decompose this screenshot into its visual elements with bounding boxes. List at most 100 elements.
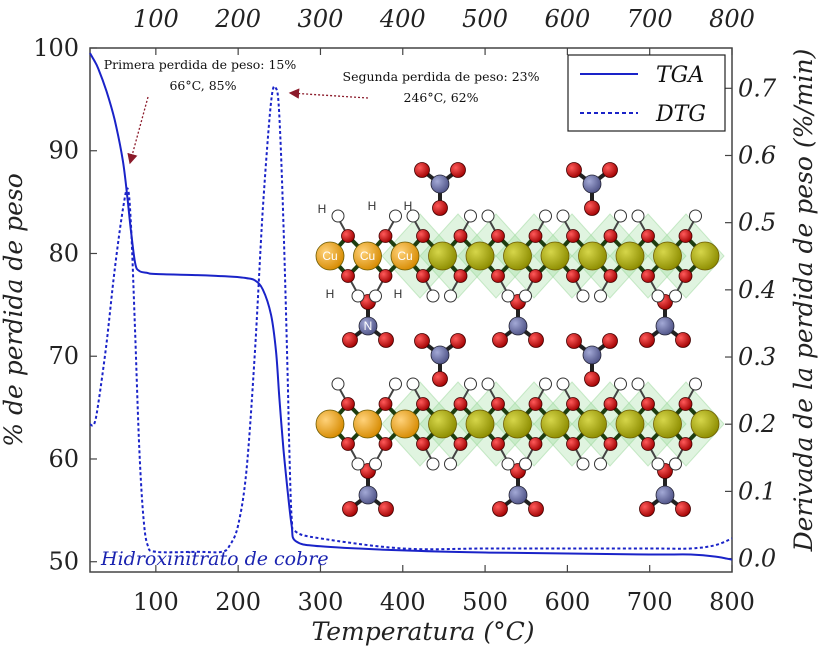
- oxygen-atom: [641, 437, 655, 451]
- copper-atom: [615, 241, 645, 271]
- copper-atom: [428, 409, 457, 439]
- copper-atom: [503, 409, 532, 439]
- x-top-tick-label: 700: [627, 5, 673, 33]
- oxygen-atom: [341, 437, 355, 451]
- oxygen-atom: [678, 437, 693, 451]
- oxygen-atom: [675, 332, 691, 348]
- atom-label-n: N: [364, 319, 373, 333]
- nitrogen-atom: [582, 345, 602, 365]
- octahedron-shape: [647, 213, 725, 299]
- copper-atom: [353, 409, 382, 439]
- copper-atom: [465, 409, 495, 439]
- legend: TGA DTG: [567, 54, 726, 132]
- copper-atom: [653, 409, 682, 439]
- annotation-first-loss: Primera perdida de peso: 15% 66°C, 85%: [104, 57, 297, 165]
- y-right-tick-label: 0.1: [738, 477, 776, 505]
- copper-atom: [540, 409, 570, 439]
- x-top-tick-label: 100: [133, 5, 179, 33]
- atom-label-cu: Cu: [322, 249, 337, 263]
- hydrogen-atom: [689, 377, 702, 391]
- x-top-tick-label: 200: [214, 5, 261, 33]
- atom-label-h: H: [368, 199, 377, 213]
- hydrogen-atom: [651, 289, 665, 303]
- hydrogen-atom: [539, 209, 552, 223]
- x-tick-label: 200: [215, 588, 261, 616]
- hydrogen-atom: [594, 457, 607, 471]
- hydrogen-atom: [576, 457, 590, 471]
- hydrogen-atom: [351, 457, 365, 471]
- oxygen-atom: [432, 371, 448, 387]
- y-left-tick-label: 50: [48, 548, 79, 576]
- x-tick-label: 600: [544, 588, 590, 616]
- annotation-second-loss-arrow: [288, 88, 369, 99]
- annotation-first-loss-line2: 66°C, 85%: [169, 78, 236, 93]
- oxygen-atom: [528, 269, 543, 283]
- oxygen-atom: [639, 332, 655, 348]
- oxygen-atom: [491, 269, 505, 283]
- oxygen-atom: [603, 397, 618, 411]
- oxygen-atom: [566, 269, 580, 283]
- y-right-tick-label: 0.2: [738, 410, 776, 438]
- oxygen-atom: [414, 162, 430, 178]
- hydrogen-atom: [369, 457, 382, 471]
- x-top-tick-label: 400: [379, 5, 426, 33]
- copper-atom: [578, 241, 607, 271]
- oxygen-atom: [584, 371, 600, 387]
- copper-atom: [690, 409, 720, 439]
- x-tick-label: 800: [709, 588, 755, 616]
- x-axis-label: Temperatura (°C): [312, 617, 535, 646]
- oxygen-atom: [341, 397, 355, 411]
- hydrogen-atom: [556, 209, 570, 223]
- copper-atom: [465, 241, 495, 271]
- copper-atom: [653, 241, 682, 271]
- x-top-tick-label: 500: [462, 5, 508, 33]
- atom-label-h: H: [394, 287, 403, 301]
- annotation-second-loss-line2: 246°C, 62%: [404, 90, 479, 105]
- oxygen-atom: [492, 501, 508, 517]
- copper-atom: [540, 241, 570, 271]
- hydrogen-atom: [501, 457, 515, 471]
- oxygen-atom: [378, 437, 393, 451]
- oxygen-atom: [342, 332, 358, 348]
- hydrogen-atom: [594, 289, 607, 303]
- oxygen-atom: [603, 437, 618, 451]
- hydrogen-atom: [331, 209, 345, 223]
- oxygen-atom: [678, 397, 693, 411]
- x-top-tick-label: 800: [709, 5, 755, 33]
- oxygen-atom: [678, 229, 693, 243]
- hydrogen-atom: [426, 289, 440, 303]
- crystal-structure-inset: Cu Cu Cu N H H H H H: [315, 162, 725, 517]
- y-right-tick-label: 0.7: [738, 74, 777, 102]
- hydrogen-atom: [369, 289, 382, 303]
- y-axis-left: 50 60 70 80 90 100: [33, 34, 97, 576]
- atom-label-h: H: [326, 287, 335, 301]
- tga-series-line: [89, 52, 733, 561]
- oxygen-atom: [602, 162, 618, 178]
- oxygen-atom: [528, 332, 544, 348]
- oxygen-atom: [341, 269, 355, 283]
- copper-atom: [428, 241, 457, 271]
- oxygen-atom: [450, 333, 466, 349]
- annotation-first-loss-line1: Primera perdida de peso: 15%: [104, 57, 297, 72]
- x-tick-label: 400: [380, 588, 426, 616]
- hydrogen-atom: [519, 289, 532, 303]
- oxygen-atom: [414, 333, 430, 349]
- nitrogen-atom: [508, 316, 528, 336]
- x-axis-top: 100 200 300 400 500 600 700 800: [133, 5, 755, 55]
- hydrogen-atom: [539, 377, 552, 391]
- oxygen-atom: [528, 229, 543, 243]
- oxygen-atom: [678, 269, 693, 283]
- copper-atom: [390, 409, 420, 439]
- x-tick-label: 700: [627, 588, 673, 616]
- oxygen-atom: [378, 501, 394, 517]
- oxygen-atom: [453, 397, 468, 411]
- oxygen-atom: [492, 332, 508, 348]
- y-right-tick-label: 0.0: [738, 545, 776, 573]
- hydrogen-atom: [669, 289, 682, 303]
- oxygen-atom: [378, 229, 393, 243]
- oxygen-atom: [566, 333, 582, 349]
- copper-atom: [390, 241, 420, 271]
- atom-label-h: H: [318, 202, 327, 216]
- oxygen-atom: [416, 269, 430, 283]
